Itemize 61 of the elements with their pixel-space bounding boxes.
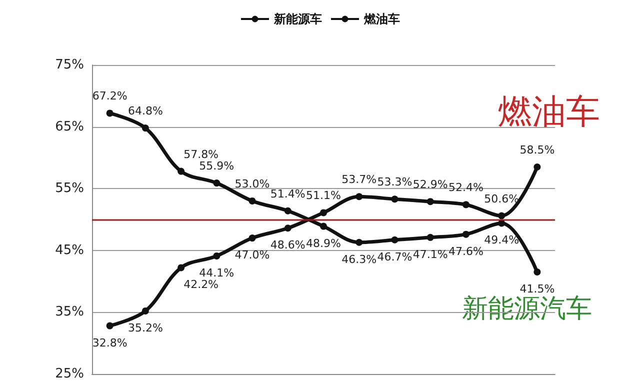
- data-label: 35.2%: [128, 321, 163, 334]
- point: [391, 196, 398, 203]
- data-label: 58.5%: [520, 143, 555, 156]
- data-label: 47.1%: [412, 248, 448, 261]
- legend-label: 燃油车: [363, 12, 400, 26]
- point: [534, 163, 541, 170]
- point: [284, 224, 292, 232]
- point: [391, 236, 398, 244]
- data-label: 51.1%: [306, 189, 341, 202]
- point: [320, 209, 327, 216]
- point: [178, 264, 185, 272]
- point: [106, 110, 114, 117]
- data-label: 46.7%: [377, 250, 412, 264]
- data-label: 46.3%: [342, 252, 377, 266]
- point: [462, 230, 470, 238]
- data-label: 48.6%: [270, 238, 306, 252]
- data-label: 51.4%: [270, 187, 306, 200]
- data-label: 48.9%: [306, 236, 341, 250]
- data-label: 49.4%: [484, 234, 520, 247]
- data-label: 47.6%: [448, 244, 484, 258]
- data-label: 53.3%: [377, 176, 412, 189]
- point: [178, 168, 185, 175]
- legend-label: 新能源车: [273, 12, 322, 26]
- point: [248, 234, 256, 242]
- data-label: 32.8%: [92, 336, 128, 350]
- point: [534, 268, 541, 276]
- data-label: 47.0%: [234, 248, 270, 262]
- data-label: 52.4%: [448, 181, 484, 194]
- point: [356, 193, 363, 200]
- data-label: 53.0%: [234, 177, 270, 190]
- y-tick-label: 75%: [55, 58, 84, 72]
- point: [248, 197, 256, 204]
- data-label: 41.5%: [520, 282, 555, 296]
- point: [462, 201, 470, 208]
- point: [356, 238, 363, 246]
- annotation: 燃油车: [498, 92, 600, 132]
- data-label: 42.2%: [184, 278, 219, 292]
- data-label: 50.6%: [484, 192, 520, 206]
- data-label: 52.9%: [412, 178, 448, 192]
- y-tick-label: 35%: [55, 304, 84, 320]
- annotation: 新能源汽车: [462, 294, 592, 324]
- data-label: 44.1%: [199, 266, 234, 280]
- data-label: 53.7%: [342, 173, 377, 186]
- y-tick-label: 25%: [55, 366, 84, 382]
- data-label: 64.8%: [128, 104, 163, 118]
- data-label: 55.9%: [199, 160, 234, 173]
- point: [284, 207, 292, 214]
- point: [142, 124, 149, 132]
- point: [498, 212, 506, 220]
- point: [213, 180, 220, 187]
- point: [142, 307, 149, 314]
- point: [213, 252, 220, 260]
- point: [426, 234, 434, 241]
- point: [320, 222, 327, 230]
- y-tick-label: 45%: [55, 242, 84, 258]
- y-tick-label: 65%: [55, 119, 84, 134]
- data-label: 67.2%: [92, 90, 128, 103]
- point: [426, 198, 434, 206]
- point: [106, 322, 114, 330]
- y-tick-label: 55%: [55, 181, 84, 196]
- data-label: 57.8%: [184, 148, 219, 161]
